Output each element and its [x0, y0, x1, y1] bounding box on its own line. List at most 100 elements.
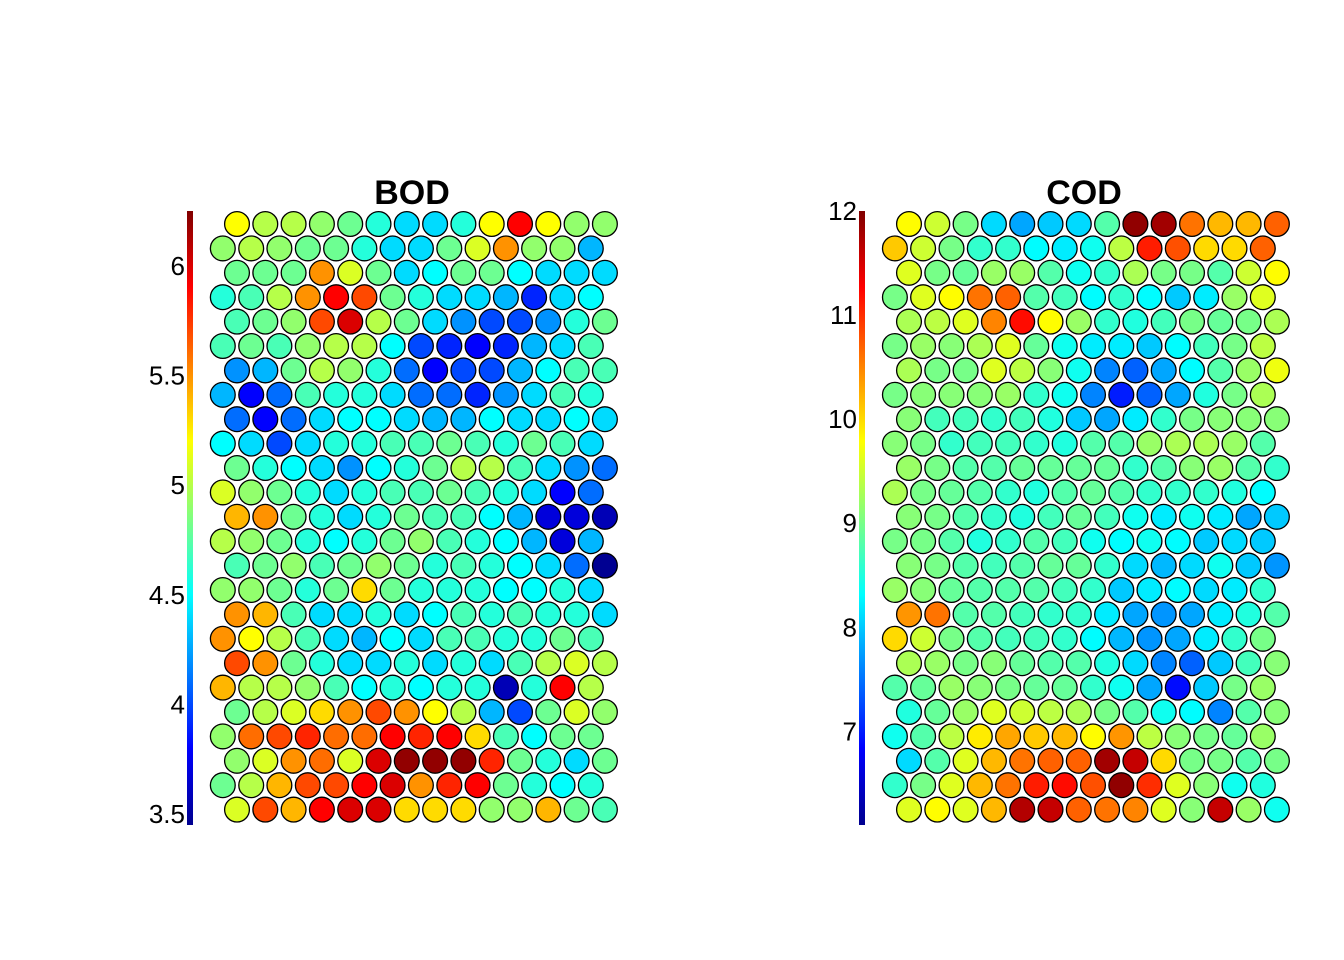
hex-cell — [966, 576, 993, 604]
hex-cell — [938, 284, 965, 311]
hex-cell — [591, 601, 618, 628]
hex-cell — [379, 772, 406, 799]
hex-cell — [910, 381, 937, 408]
hex-cell — [280, 406, 307, 433]
hex-cell — [422, 796, 449, 823]
hex-cell — [549, 479, 576, 506]
hex-cell — [910, 723, 937, 750]
hex-cell — [450, 210, 477, 238]
hex-cell — [924, 650, 951, 677]
hex-cell — [252, 210, 279, 238]
hex-cell — [881, 625, 908, 652]
hex-cell — [450, 357, 477, 384]
hex-cell — [1221, 332, 1248, 360]
hex-cell — [308, 503, 335, 530]
hex-cell — [1065, 259, 1092, 286]
hex-cell — [280, 698, 307, 726]
hex-cell — [492, 381, 519, 408]
hex-cell — [1136, 332, 1163, 360]
hex-cell — [952, 259, 979, 286]
hex-cell — [535, 406, 562, 433]
hex-cell — [351, 381, 378, 408]
hex-cell — [1122, 210, 1149, 238]
hex-cell — [1122, 259, 1149, 286]
hex-cell — [478, 698, 505, 726]
hex-cell — [549, 528, 576, 555]
hex-cell — [478, 601, 505, 628]
hex-cell — [308, 601, 335, 628]
hex-cell — [308, 406, 335, 433]
hex-cell — [895, 308, 923, 335]
hex-cell — [506, 747, 534, 774]
hex-cell — [938, 528, 965, 555]
hex-cell — [1009, 650, 1036, 677]
hex-cell — [351, 479, 378, 506]
hex-cell — [464, 381, 491, 408]
hex-cell — [436, 381, 463, 408]
hex-cell — [1065, 698, 1092, 726]
hex-cell — [351, 430, 378, 457]
hex-cell — [492, 723, 519, 750]
hex-cell — [280, 650, 307, 677]
hex-cell — [549, 674, 576, 701]
hex-cell — [280, 796, 307, 823]
hex-cell — [1122, 796, 1149, 823]
hex-cell — [365, 308, 392, 335]
hex-cell — [422, 552, 449, 579]
hex-cell — [506, 601, 534, 628]
hex-cell — [1221, 576, 1248, 604]
hex-cell — [337, 698, 364, 726]
hex-cell — [1178, 259, 1206, 286]
colorbar-tick-label: 4.5 — [149, 580, 185, 610]
hex-cell — [223, 650, 251, 677]
hex-cell — [938, 772, 965, 799]
hex-cell — [563, 308, 590, 335]
hex-cell — [323, 381, 350, 408]
hex-cell — [506, 503, 534, 530]
hex-cell — [1164, 235, 1191, 262]
hex-cell — [492, 576, 519, 604]
hex-cell — [209, 284, 236, 311]
hex-cell — [1249, 674, 1276, 701]
hex-cell — [506, 454, 534, 482]
hex-cell — [492, 284, 519, 311]
hex-cell — [952, 796, 979, 823]
hex-cell — [323, 430, 350, 457]
hex-cell — [238, 235, 265, 262]
hex-cell — [1150, 503, 1177, 530]
hex-cell — [1193, 332, 1220, 360]
hex-cell — [577, 625, 604, 652]
hex-cell — [464, 479, 491, 506]
hex-cell — [1193, 235, 1220, 262]
hex-cell — [407, 723, 434, 750]
hex-cell — [252, 747, 279, 774]
hex-cell — [266, 528, 293, 555]
hex-cell — [1221, 674, 1248, 701]
hex-cell — [1150, 650, 1177, 677]
hex-cell — [1108, 284, 1135, 311]
hex-cell — [1235, 503, 1262, 530]
hex-cell — [450, 601, 477, 628]
hex-cell — [323, 625, 350, 652]
hex-cell — [209, 772, 236, 799]
hex-cell — [1094, 796, 1121, 823]
hex-cell — [266, 332, 293, 360]
hex-cell — [1009, 503, 1036, 530]
colorbar-tick-label: 12 — [828, 196, 857, 226]
hex-cell — [1178, 503, 1206, 530]
hex-cell — [1207, 650, 1234, 677]
hex-cell — [1094, 747, 1121, 774]
hex-cell — [1136, 479, 1163, 506]
hex-cell — [393, 698, 420, 726]
hex-cell — [577, 332, 604, 360]
hex-cell — [1193, 674, 1220, 701]
hex-cell — [1051, 332, 1078, 360]
hex-cell — [895, 747, 923, 774]
hex-cell — [577, 235, 604, 262]
hex-cell — [1178, 747, 1206, 774]
hex-cell — [308, 454, 335, 482]
hex-cell — [223, 796, 251, 823]
hex-cell — [1065, 650, 1092, 677]
hex-cell — [563, 552, 590, 579]
hex-cell — [1037, 747, 1064, 774]
